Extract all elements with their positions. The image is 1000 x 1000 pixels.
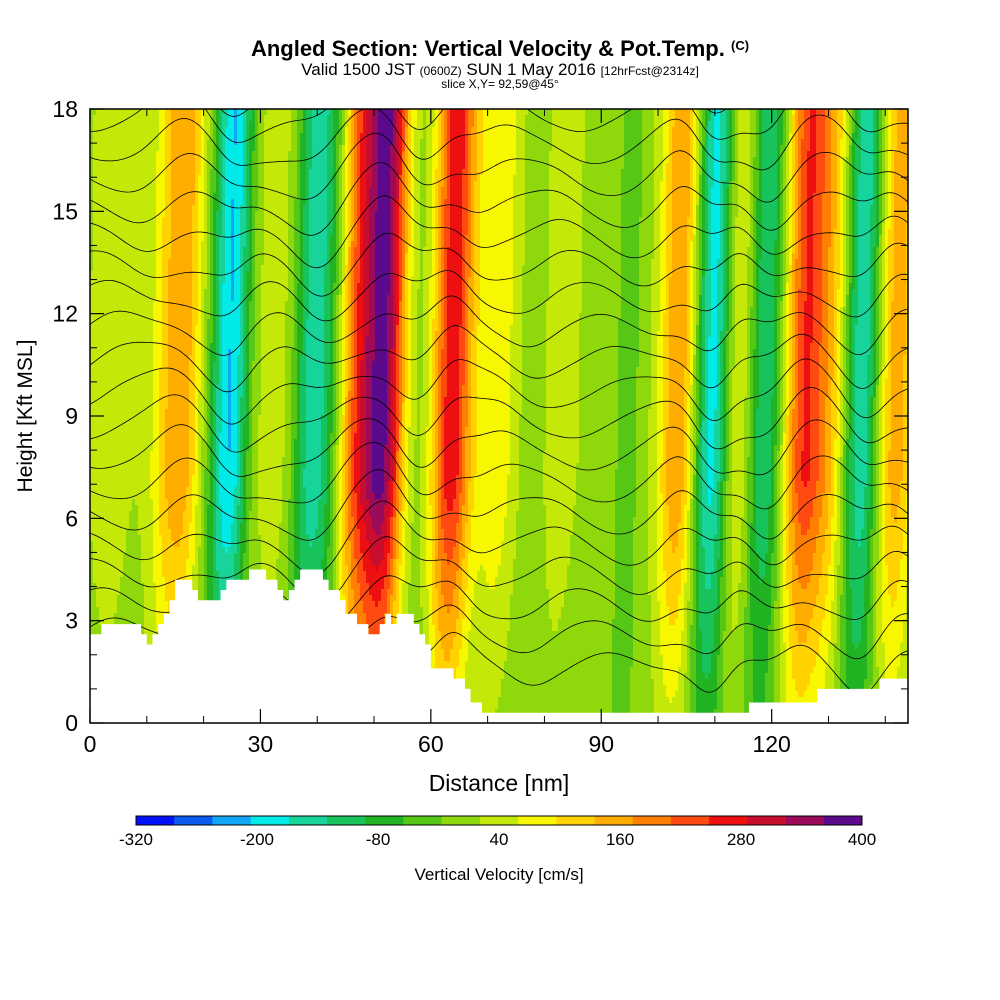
colorbar-tick-label: 280: [727, 830, 755, 849]
y-tick-label: 9: [65, 403, 78, 429]
colorbar-swatch: [327, 816, 366, 825]
y-tick-label: 6: [65, 505, 78, 531]
y-tick-label: 0: [65, 710, 78, 736]
colorbar-swatch: [747, 816, 786, 825]
colorbar-swatch: [824, 816, 863, 825]
colorbar: -320 -200 -80 40 160 280 400: [119, 816, 876, 849]
colorbar-swatch: [403, 816, 442, 825]
colorbar-swatch: [556, 816, 595, 825]
colorbar-swatch: [365, 816, 404, 825]
y-tick-label: 12: [52, 301, 78, 327]
colorbar-swatch: [174, 816, 213, 825]
y-tick-label: 18: [52, 96, 78, 122]
x-tick-label: 30: [248, 731, 274, 757]
colorbar-swatch: [595, 816, 634, 825]
colorbar-label: Vertical Velocity [cm/s]: [414, 865, 583, 884]
colorbar-swatch: [709, 816, 748, 825]
colorbar-tick-label: 40: [490, 830, 509, 849]
colorbar-swatch: [786, 816, 825, 825]
colorbar-swatch: [518, 816, 557, 825]
x-axis-label: Distance [nm]: [429, 770, 570, 796]
colorbar-swatch: [212, 816, 251, 825]
x-tick-label: 60: [418, 731, 444, 757]
y-tick-label: 15: [52, 198, 78, 224]
colorbar-tick-label: -200: [240, 830, 274, 849]
colorbar-swatch: [480, 816, 519, 825]
colorbar-swatch: [289, 816, 328, 825]
colorbar-swatch: [671, 816, 710, 825]
x-tick-label: 90: [588, 731, 614, 757]
y-tick-label: 3: [65, 608, 78, 634]
colorbar-tick-label: 160: [606, 830, 634, 849]
cross-section-chart: 0 30 60 90 120 0 3 6 9 12 15 18 -320 -200 -80 40 160 280…: [0, 0, 1000, 1000]
y-axis-label: Height [Kft MSL]: [14, 340, 37, 493]
colorbar-tick-label: -320: [119, 830, 153, 849]
colorbar-swatch: [442, 816, 481, 825]
colorbar-swatch: [251, 816, 290, 825]
colorbar-swatch: [136, 816, 175, 825]
x-tick-label: 120: [752, 731, 790, 757]
x-tick-label: 0: [84, 731, 97, 757]
colorbar-swatch: [633, 816, 672, 825]
colorbar-tick-label: -80: [366, 830, 391, 849]
colorbar-tick-label: 400: [848, 830, 876, 849]
isentrope-line: [90, 50, 908, 116]
